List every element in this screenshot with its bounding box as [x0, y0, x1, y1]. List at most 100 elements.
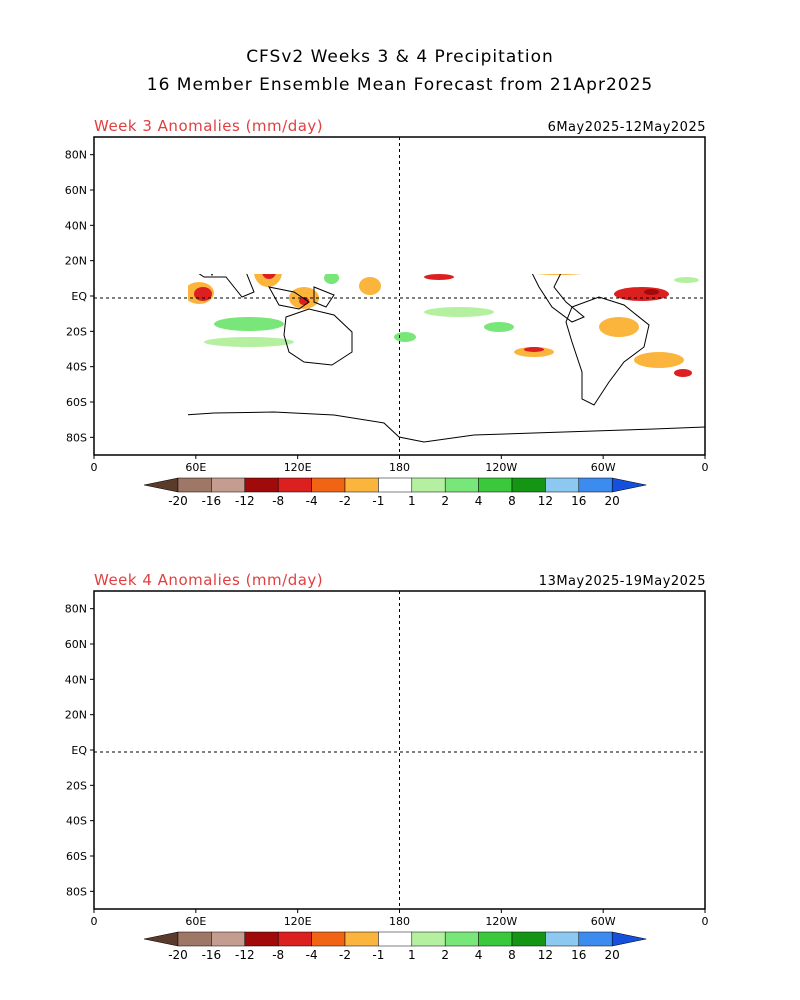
anomaly-blob: [314, 651, 344, 661]
colorbar-cell: [378, 931, 413, 947]
panel2-dates: 13May2025-19May2025: [538, 574, 706, 589]
anomaly-blob: [94, 362, 104, 380]
anomaly-blob: [484, 322, 514, 332]
anomaly-blob: [654, 841, 684, 851]
colorbar-cell: [545, 477, 580, 493]
colorbar-arrow-right: [611, 931, 647, 947]
anomaly-blob: [634, 352, 684, 368]
colorbar-arrow-left: [143, 477, 179, 493]
anomaly-blob: [599, 317, 639, 337]
anomaly-blob: [134, 751, 174, 763]
colorbar-cell: [578, 477, 613, 493]
anomaly-blob: [574, 237, 594, 249]
colorbar-cell: [344, 477, 379, 493]
anomaly-blob: [474, 806, 504, 814]
colorbar-label: 2: [441, 494, 449, 508]
anomaly-blob: [644, 289, 659, 295]
anomaly-blob: [206, 741, 228, 761]
colorbar-cell: [311, 931, 346, 947]
anomaly-blob: [204, 337, 294, 347]
colorbar-label: 8: [508, 948, 516, 962]
lon-label: 0: [702, 915, 709, 928]
colorbar-label: -20: [168, 948, 188, 962]
lat-label: 20N: [65, 255, 87, 268]
colorbar-label: -8: [272, 948, 284, 962]
anomaly-blob: [94, 681, 102, 693]
lon-label: 120E: [284, 915, 312, 928]
lon-label: 60W: [591, 915, 616, 928]
anomaly-blob: [404, 771, 464, 789]
lat-label: 80S: [66, 431, 87, 444]
colorbar-arrow-right: [611, 477, 647, 493]
anomaly-blob: [614, 287, 669, 301]
anomaly-blob: [244, 801, 294, 811]
anomaly-blob: [674, 277, 699, 283]
lat-label: 80N: [65, 603, 87, 616]
colorbar-1: -20 -16 -12 -8 -4 -2 -1 1 2 4 8 12 16 20: [143, 477, 647, 508]
colorbar-cell: [211, 477, 246, 493]
anomaly-blob: [244, 831, 264, 839]
colorbar-label: -16: [202, 948, 222, 962]
colorbar-cell: [545, 931, 580, 947]
colorbar-cell: [511, 477, 546, 493]
lat-label: 40N: [65, 219, 87, 232]
anomaly-blob: [394, 332, 416, 342]
colorbar-arrow-left: [143, 931, 179, 947]
lon-label: 180: [389, 461, 410, 474]
chart-title-line1: CFSv2 Weeks 3 & 4 Precipitation: [246, 47, 554, 67]
colorbar-cell: [277, 477, 312, 493]
lat-label: 80N: [65, 149, 87, 162]
anomaly-blob: [259, 721, 284, 751]
anomaly-blob: [494, 741, 534, 747]
anomaly-blob: [356, 753, 376, 763]
anomaly-blob: [184, 761, 204, 783]
colorbar-cell: [244, 477, 279, 493]
anomaly-blob: [444, 796, 534, 810]
colorbar-cell: [578, 931, 613, 947]
anomaly-blob: [624, 661, 644, 669]
anomaly-blob: [674, 369, 692, 377]
colorbar-cell: [211, 931, 246, 947]
colorbar-label: 8: [508, 494, 516, 508]
colorbar-label: -8: [272, 494, 284, 508]
colorbar-cell: [277, 931, 312, 947]
colorbar-cell: [511, 931, 546, 947]
anomaly-field-2: [94, 641, 699, 851]
lat-label: 60S: [66, 850, 87, 863]
anomaly-blob: [574, 681, 604, 693]
anomaly-blob: [674, 641, 699, 651]
anomaly-blob: [524, 347, 544, 352]
lat-label: 60N: [65, 184, 87, 197]
lon-label: 0: [91, 461, 98, 474]
colorbar-label: 4: [475, 948, 483, 962]
anomaly-blob: [539, 821, 579, 833]
lat-label: 20N: [65, 709, 87, 722]
lon-label: 60W: [591, 461, 616, 474]
anomaly-blob: [284, 736, 302, 758]
colorbar-cell: [478, 477, 513, 493]
lon-label: 0: [702, 461, 709, 474]
lat-label: 80S: [66, 885, 87, 898]
lon-label: 0: [91, 915, 98, 928]
anomaly-blob: [629, 733, 649, 738]
anomaly-blob: [359, 277, 381, 295]
colorbar-cell: [177, 477, 212, 493]
colorbar-label: -20: [168, 494, 188, 508]
anomaly-blob: [269, 731, 279, 743]
colorbar-cell: [378, 477, 413, 493]
anomaly-blob: [254, 274, 282, 287]
colorbar-label: -2: [339, 494, 351, 508]
colorbar-cell: [411, 477, 446, 493]
colorbar-label: -2: [339, 948, 351, 962]
colorbar-label: 1: [408, 494, 416, 508]
anomaly-field-1: [94, 237, 699, 380]
colorbar-cell: [411, 931, 446, 947]
anomaly-blob: [299, 297, 309, 305]
lat-label: 40N: [65, 673, 87, 686]
anomaly-blob: [424, 307, 494, 317]
anomaly-blob: [94, 816, 124, 826]
colorbar-2: -20 -16 -12 -8 -4 -2 -1 1 2 4 8 12 16 20: [143, 931, 647, 962]
lon-label: 180: [389, 915, 410, 928]
anomaly-blob: [535, 274, 583, 275]
